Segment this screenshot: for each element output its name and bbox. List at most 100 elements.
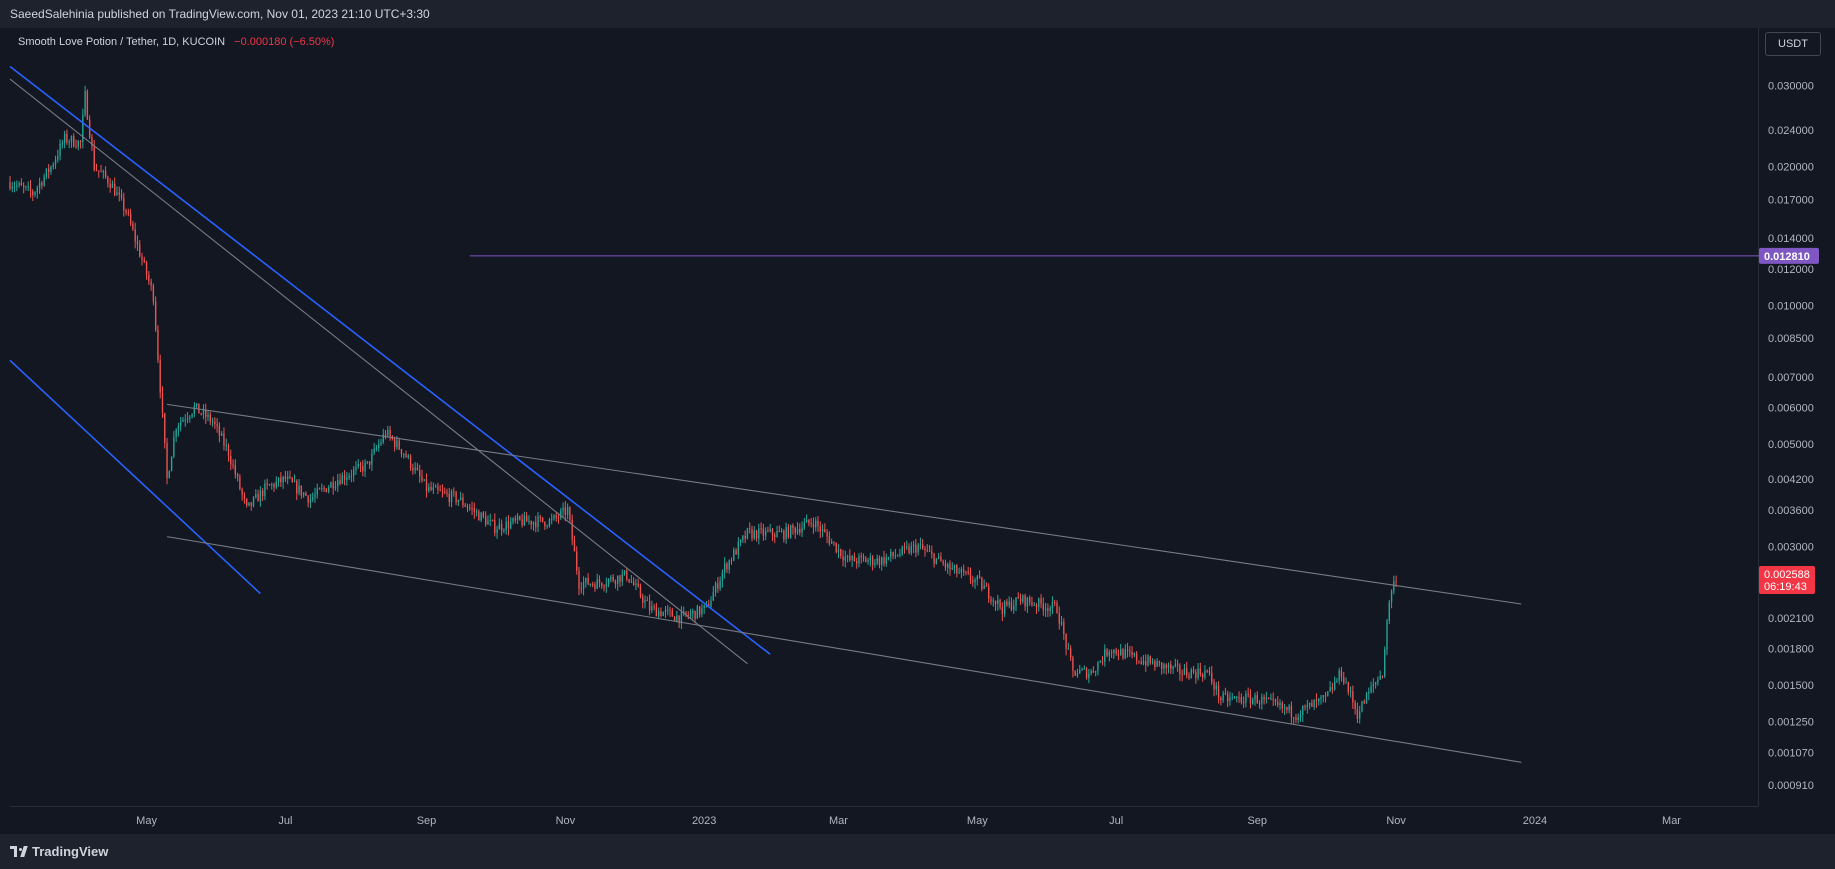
candle-body xyxy=(428,486,430,492)
candle-body xyxy=(1174,664,1177,667)
candle-body xyxy=(1120,649,1122,656)
candle-body xyxy=(687,614,689,616)
candle-body xyxy=(630,581,633,583)
candle-body xyxy=(355,466,357,470)
candle-body xyxy=(931,551,933,554)
candle-body xyxy=(614,580,617,585)
candle-body xyxy=(184,419,186,421)
time-axis[interactable] xyxy=(10,806,1758,835)
candle-body xyxy=(924,548,926,551)
candle-body xyxy=(491,519,494,521)
time-tick-label: Nov xyxy=(1386,815,1406,827)
candle-body xyxy=(152,285,155,302)
candle-body xyxy=(919,544,922,546)
candle-body xyxy=(414,467,416,471)
candle-body xyxy=(1197,668,1199,678)
candle-body xyxy=(1299,714,1302,718)
candle-body xyxy=(981,577,983,589)
candle-body xyxy=(1051,602,1054,608)
candle-body xyxy=(1286,707,1288,711)
candle-body xyxy=(170,456,173,472)
candle-body xyxy=(168,471,171,478)
candle-body xyxy=(976,576,979,580)
currency-button[interactable]: USDT xyxy=(1765,32,1821,56)
candle-body xyxy=(783,530,785,540)
candle-body xyxy=(1297,717,1299,720)
candle-body xyxy=(1263,696,1265,700)
candle-body xyxy=(1277,702,1279,705)
candle-body xyxy=(129,213,132,224)
candle-body xyxy=(264,483,266,496)
candle-body xyxy=(512,518,514,523)
candle-body xyxy=(475,511,478,513)
candle-body xyxy=(346,477,348,480)
candle-body xyxy=(20,183,23,186)
candle-body xyxy=(193,405,196,414)
candle-body xyxy=(1049,607,1051,612)
candle-body xyxy=(439,489,441,491)
candle-body xyxy=(949,563,951,570)
candle-body xyxy=(1231,697,1233,699)
chart-pane[interactable] xyxy=(10,28,1758,806)
candle-body xyxy=(778,531,780,533)
candle-body xyxy=(205,409,207,418)
candle-body xyxy=(66,133,68,143)
candle-body xyxy=(883,557,885,564)
candle-body xyxy=(664,609,667,613)
candle-body xyxy=(696,606,699,619)
candle-body xyxy=(246,498,248,506)
candle-body xyxy=(703,605,705,609)
candle-body xyxy=(407,455,409,458)
candle-body xyxy=(1097,662,1099,671)
candle-body xyxy=(63,133,66,144)
candle-body xyxy=(239,476,241,490)
candle-body xyxy=(717,583,719,589)
candle-body xyxy=(1247,694,1249,696)
candle-body xyxy=(38,182,41,188)
candle-body xyxy=(1063,622,1065,634)
candle-body xyxy=(284,476,287,480)
candle-body xyxy=(32,191,34,195)
candle-body xyxy=(327,487,330,493)
candle-body xyxy=(1154,661,1156,667)
candle-body xyxy=(510,522,512,529)
candle-body xyxy=(1345,682,1347,684)
candle-body xyxy=(250,502,252,506)
time-tick-label: Jul xyxy=(278,815,292,827)
price-tick-label: 0.001500 xyxy=(1768,680,1814,692)
candle-body xyxy=(45,168,48,177)
candle-body xyxy=(1386,620,1388,650)
candle-body xyxy=(352,469,355,476)
candle-body xyxy=(1186,668,1188,676)
candle-body xyxy=(473,508,475,512)
candle-body xyxy=(27,186,29,188)
price-tick-label: 0.001070 xyxy=(1768,748,1814,760)
candle-body xyxy=(104,170,107,178)
candle-body xyxy=(541,517,544,522)
candle-body xyxy=(1079,669,1081,674)
candle-body xyxy=(175,429,177,438)
candle-body xyxy=(799,528,801,533)
candle-body xyxy=(232,464,234,466)
price-tick-label: 0.003000 xyxy=(1768,541,1814,553)
candle-body xyxy=(195,403,198,406)
candle-body xyxy=(824,529,826,532)
candle-body xyxy=(521,519,523,526)
candle-body xyxy=(11,186,13,189)
candle-body xyxy=(842,556,844,561)
candle-body xyxy=(576,551,578,571)
candle-body xyxy=(382,434,384,443)
candle-body xyxy=(494,520,496,533)
candle-body xyxy=(1122,649,1124,659)
price-axis[interactable] xyxy=(1758,28,1835,806)
candle-body xyxy=(680,612,683,624)
candle-body xyxy=(332,482,334,489)
candle-body xyxy=(145,261,148,275)
candle-body xyxy=(683,611,685,613)
candle-body xyxy=(387,429,389,436)
candle-body xyxy=(1013,605,1015,610)
price-tick-label: 0.003600 xyxy=(1768,505,1814,517)
candle-body xyxy=(425,479,428,492)
candle-body xyxy=(198,403,200,414)
candle-body xyxy=(214,421,216,424)
